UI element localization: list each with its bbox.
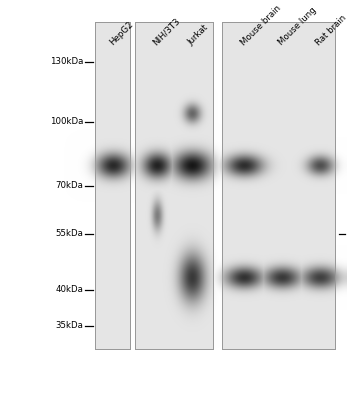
- Text: HepG2: HepG2: [107, 20, 135, 47]
- Text: Jurkat: Jurkat: [186, 23, 211, 47]
- Text: Mouse lung: Mouse lung: [277, 6, 318, 47]
- Text: 40kDa: 40kDa: [56, 286, 83, 294]
- Text: 55kDa: 55kDa: [56, 230, 83, 238]
- Text: 70kDa: 70kDa: [56, 182, 83, 190]
- Text: NIH/3T3: NIH/3T3: [151, 16, 182, 47]
- Text: 130kDa: 130kDa: [50, 58, 83, 66]
- Text: Mouse brain: Mouse brain: [239, 3, 282, 47]
- Text: 35kDa: 35kDa: [56, 322, 83, 330]
- Text: Rat brain: Rat brain: [314, 13, 347, 47]
- Text: 100kDa: 100kDa: [50, 118, 83, 126]
